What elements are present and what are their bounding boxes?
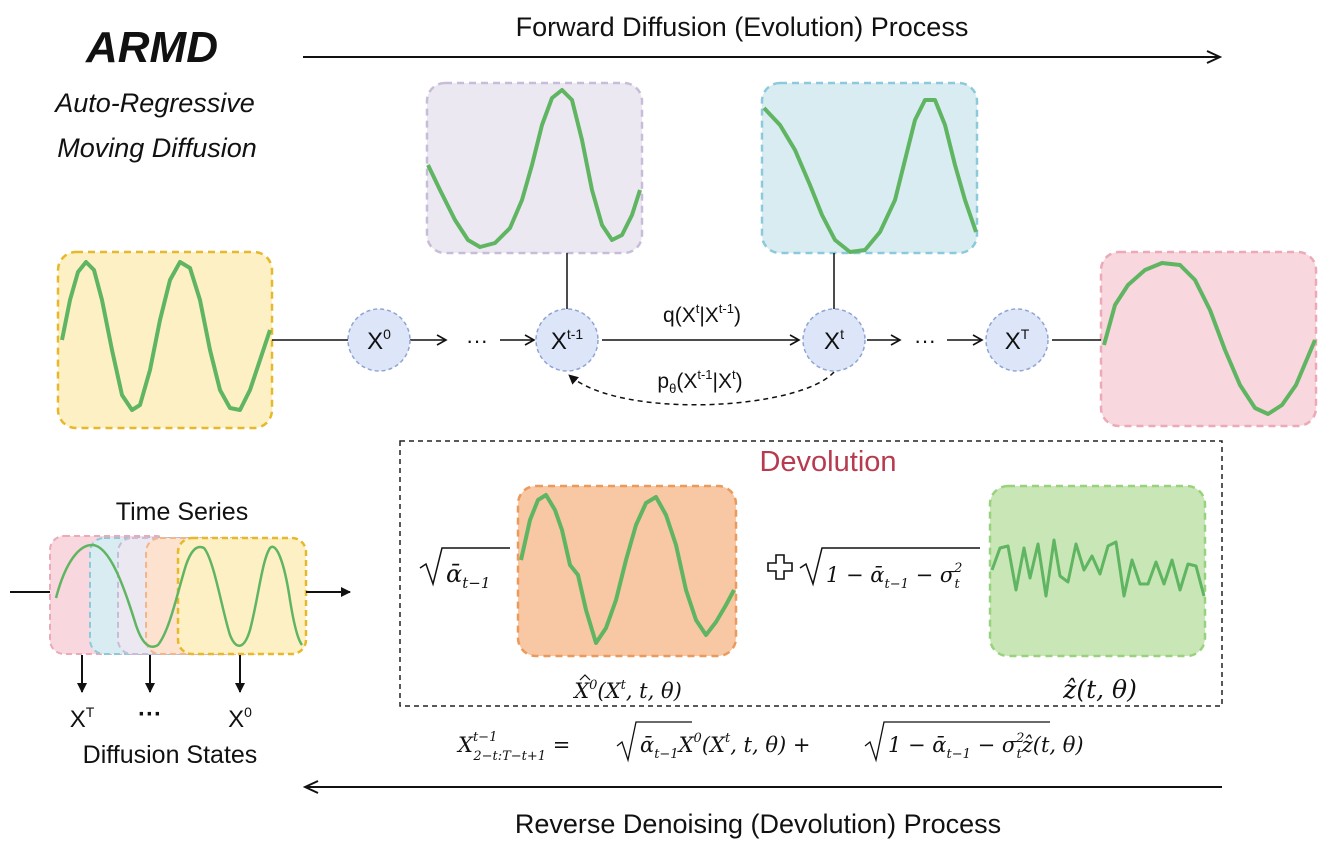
wave-pink — [1102, 261, 1317, 416]
wave-purple — [426, 88, 642, 249]
node-xt-sup: t — [840, 326, 844, 342]
diffusion-states-label: Diffusion States — [83, 741, 258, 769]
box-purple — [425, 81, 644, 255]
subtitle-line-2: Moving Diffusion — [57, 133, 257, 163]
time-series-label: Time Series — [116, 498, 248, 526]
node-xT-base: X — [1005, 328, 1021, 355]
node-xt: Xt — [802, 308, 866, 372]
q-transition-label: q(Xt|Xt-1) — [663, 301, 741, 327]
wave-orange — [519, 493, 736, 645]
svg-text:XT: XT — [1005, 326, 1030, 355]
noise-coefficient: 1 − ᾱt−1 − σ2 t — [799, 547, 980, 592]
box-cyan — [760, 81, 979, 255]
stack-box-yellow — [176, 536, 308, 656]
plus-sign: + — [0, 0, 793, 580]
z-estimate-label: ẑ(t, θ) — [1062, 675, 1137, 704]
node-xT: XT — [985, 308, 1049, 372]
ellipsis-1: ··· — [466, 328, 488, 353]
sqrt-alpha-coefficient: ᾱt−1 — [419, 547, 510, 592]
update-equation: Xt−1 2−t:T−t+1 = ᾱt−1X0(Xt, t, θ) + 1 − ᾱ… — [456, 721, 1084, 764]
svg-text:Xt−12−t:T−t+1 =: Xt−1 2−t:T−t+1 = — [456, 730, 570, 764]
node-x0-sup: 0 — [383, 326, 391, 342]
box-yellow — [56, 250, 274, 430]
x0-hat-accent — [579, 674, 591, 681]
node-xt-base: X — [824, 328, 840, 355]
forward-process-label: Forward Diffusion (Evolution) Process — [516, 12, 969, 42]
wave-yellow — [60, 260, 272, 412]
node-xtm1-base: X — [551, 328, 567, 355]
state-label-x0: X0 — [228, 704, 252, 733]
ellipsis-2: ··· — [914, 328, 936, 353]
reverse-step-arrow — [568, 371, 835, 406]
node-x0-base: X — [367, 328, 383, 355]
node-xT-sup: T — [1021, 326, 1030, 342]
box-orange-x0-estimate — [516, 484, 738, 658]
x0-estimate-label: X0(Xt, t, θ) — [572, 678, 682, 703]
p-transition-label: pθ(Xt-1|Xt) — [657, 367, 742, 396]
svg-text:+: + — [0, 0, 1, 1]
svg-text:ᾱt−1: ᾱt−1 — [446, 560, 490, 592]
svg-text:Xt-1: Xt-1 — [551, 326, 584, 355]
svg-text:1 − ᾱt−1 − σ2t: 1 − ᾱt−1 − σ2 t — [826, 561, 962, 592]
svg-text:X0: X0 — [367, 326, 391, 355]
node-x0: X0 — [347, 308, 411, 372]
box-pink — [1099, 250, 1318, 428]
node-xtm1-sup: t-1 — [567, 326, 584, 342]
wave-green-noise — [990, 538, 1206, 598]
svg-text:Xt: Xt — [824, 326, 844, 355]
devolution-title: Devolution — [759, 446, 896, 478]
devolution-panel — [399, 440, 1223, 707]
wave-cyan — [762, 98, 978, 254]
state-label-dots: ··· — [138, 701, 162, 728]
stack-wave — [54, 543, 304, 648]
title: ARMD — [85, 23, 218, 72]
state-label-xT: XT — [70, 704, 95, 733]
node-xtm1: Xt-1 — [535, 308, 599, 372]
subtitle-line-1: Auto-Regressive — [53, 88, 255, 118]
reverse-process-label: Reverse Denoising (Devolution) Process — [515, 809, 1001, 839]
svg-text:ᾱt−1X0(Xt, t, θ) +: ᾱt−1X0(Xt, t, θ) + — [640, 731, 810, 762]
